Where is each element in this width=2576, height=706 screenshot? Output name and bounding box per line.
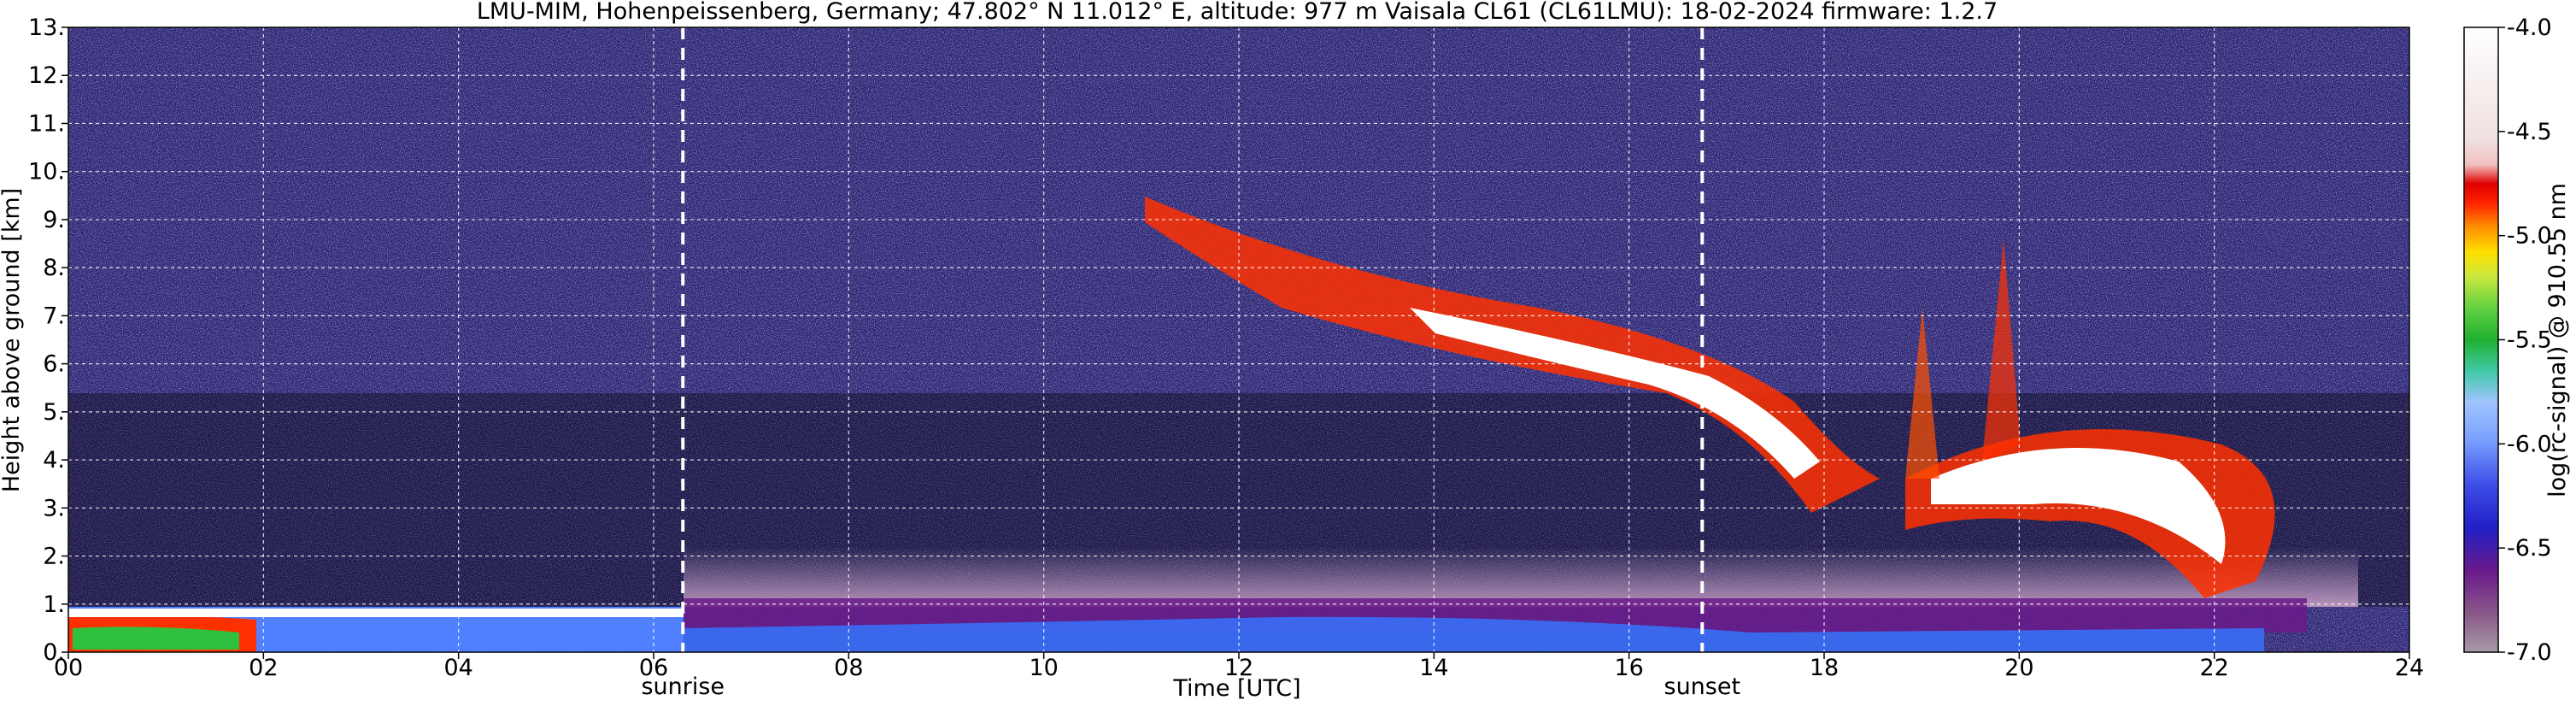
y-tick-label: 5. <box>43 399 65 426</box>
x-tick-label: 10 <box>1029 655 1058 681</box>
x-tick-label: 02 <box>249 655 278 681</box>
y-tick-label: 3. <box>43 495 65 521</box>
x-tick-label: 20 <box>2004 655 2033 681</box>
colorbar-ticks: -4.0 -4.5 -5.0 -5.5 -6.0 -6.5 -7.0 <box>2498 15 2552 666</box>
y-tick-label: 1. <box>43 591 65 618</box>
y-tick-label: 7. <box>43 303 65 329</box>
colorbar <box>2463 26 2499 653</box>
x-tick-label: 08 <box>834 655 863 681</box>
x-tick-label: 12 <box>1224 655 1253 681</box>
y-tick-label: 4. <box>43 447 65 474</box>
x-tick-label: 14 <box>1419 655 1448 681</box>
y-tick-label: 9. <box>43 207 65 233</box>
x-tick-label: 22 <box>2199 655 2228 681</box>
colorbar-tick-label: -5.5 <box>2507 327 2552 354</box>
annotation-markers: sunrise sunset <box>641 27 1740 700</box>
colorbar-tick-label: -5.0 <box>2507 223 2552 250</box>
y-tick-label: 11. <box>28 110 65 137</box>
sunset-label: sunset <box>1664 674 1741 700</box>
y-axis-label: Height above ground [km] <box>0 188 25 492</box>
colorbar-tick-label: -6.5 <box>2507 535 2552 562</box>
sunrise-label: sunrise <box>641 674 725 700</box>
x-axis-ticks: 00 02 04 06 08 10 12 14 16 18 20 22 24 <box>54 652 2424 681</box>
y-tick-label: 10. <box>28 159 65 185</box>
colorbar-label: log(rc-signal) @ 910.55 nm <box>2544 183 2571 497</box>
y-tick-label: 12. <box>28 62 65 89</box>
y-tick-label: 2. <box>43 544 65 570</box>
y-tick-label: 0. <box>43 639 65 666</box>
colorbar-tick-label: -4.0 <box>2507 15 2552 41</box>
colorbar-tick-label: -4.5 <box>2507 119 2552 145</box>
chart-title: LMU-MIM, Hohenpeissenberg, Germany; 47.8… <box>477 0 1998 25</box>
y-tick-label: 8. <box>43 255 65 281</box>
x-tick-label: 16 <box>1614 655 1643 681</box>
x-axis-label: Time [UTC] <box>1172 675 1300 702</box>
colorbar-tick-label: -7.0 <box>2507 639 2552 666</box>
x-tick-label: 00 <box>54 655 83 681</box>
colorbar-tick-label: -6.0 <box>2507 431 2552 457</box>
x-tick-label: 24 <box>2395 655 2424 681</box>
x-tick-label: 04 <box>443 655 472 681</box>
y-tick-label: 6. <box>43 351 65 378</box>
x-tick-label: 06 <box>639 655 668 681</box>
y-tick-label: 13. <box>28 15 65 41</box>
heatmap-field <box>68 27 2409 652</box>
y-axis-ticks: 0. 1. 2. 3. 4. 5. 6. 7. 8. 9. 10. 11. 12. 13. <box>28 15 68 666</box>
x-tick-label: 18 <box>1810 655 1839 681</box>
